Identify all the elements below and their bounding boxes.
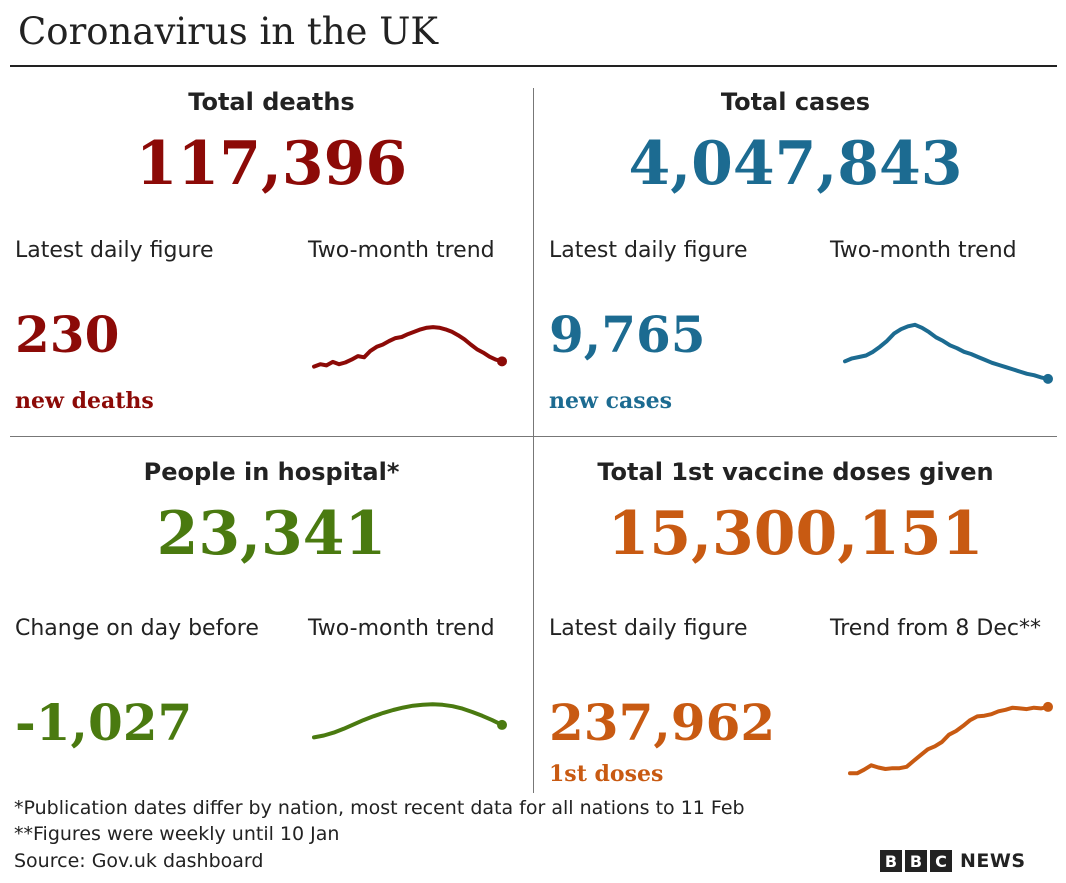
trend-end-point <box>497 719 507 730</box>
vertical-divider <box>533 88 534 793</box>
hospital-title: People in hospital* <box>143 458 400 486</box>
hospital-change-label: Change on day before <box>15 616 259 641</box>
deaths-title: Total deaths <box>188 88 355 116</box>
vaccine-panel: Total 1st vaccine doses given 15,300,151… <box>534 458 1057 808</box>
footnote-publication-dates: *Publication dates differ by nation, mos… <box>14 797 745 819</box>
trend-end-point <box>1043 373 1053 384</box>
deaths-trend-label: Two-month trend <box>308 238 495 263</box>
deaths-trend-chart <box>312 325 507 369</box>
cases-trend-chart <box>843 322 1053 384</box>
cases-daily-label: Latest daily figure <box>549 238 748 263</box>
vaccine-total: 15,300,151 <box>607 499 984 569</box>
cases-trend-label: Two-month trend <box>830 238 1017 263</box>
hospital-trend-chart <box>312 702 507 740</box>
cases-title: Total cases <box>720 88 871 116</box>
trend-line <box>312 702 504 740</box>
vaccine-daily-value: 237,962 <box>549 693 776 752</box>
deaths-daily-value: 230 <box>15 305 120 364</box>
deaths-daily-unit: new deaths <box>15 388 154 414</box>
deaths-daily-label: Latest daily figure <box>15 238 214 263</box>
bbc-news-logo: B B C NEWS <box>880 850 1026 872</box>
trend-end-point <box>1043 701 1053 712</box>
cases-panel: Total cases 4,047,843 Latest daily figur… <box>534 88 1057 438</box>
hospital-trend-label: Two-month trend <box>308 616 495 641</box>
vaccine-daily-label: Latest daily figure <box>549 616 748 641</box>
cases-daily-value: 9,765 <box>549 305 706 364</box>
page-title: Coronavirus in the UK <box>18 10 439 53</box>
trend-line <box>843 322 1050 381</box>
footnote-weekly-figures: **Figures were weekly until 10 Jan <box>14 823 340 845</box>
title-divider <box>10 65 1057 67</box>
vaccine-daily-unit: 1st doses <box>549 761 664 787</box>
logo-letter-b1: B <box>880 850 902 872</box>
deaths-panel: Total deaths 117,396 Latest daily figure… <box>10 88 533 438</box>
cases-total: 4,047,843 <box>628 129 963 199</box>
vaccine-trend-label: Trend from 8 Dec** <box>830 616 1041 641</box>
hospital-panel: People in hospital* 23,341 Change on day… <box>10 458 533 808</box>
cases-daily-unit: new cases <box>549 388 673 414</box>
logo-letter-b2: B <box>905 850 927 872</box>
source-note: Source: Gov.uk dashboard <box>14 850 264 872</box>
horizontal-divider <box>10 436 1057 437</box>
logo-letter-c: C <box>930 850 952 872</box>
vaccine-trend-chart <box>848 701 1053 776</box>
hospital-total: 23,341 <box>156 499 387 569</box>
hospital-change-value: -1,027 <box>15 693 193 752</box>
vaccine-title: Total 1st vaccine doses given <box>597 458 994 486</box>
logo-news-text: NEWS <box>960 850 1026 872</box>
trend-end-point <box>497 356 507 367</box>
trend-line <box>312 325 504 369</box>
deaths-total: 117,396 <box>135 129 408 199</box>
trend-line <box>848 704 1050 776</box>
